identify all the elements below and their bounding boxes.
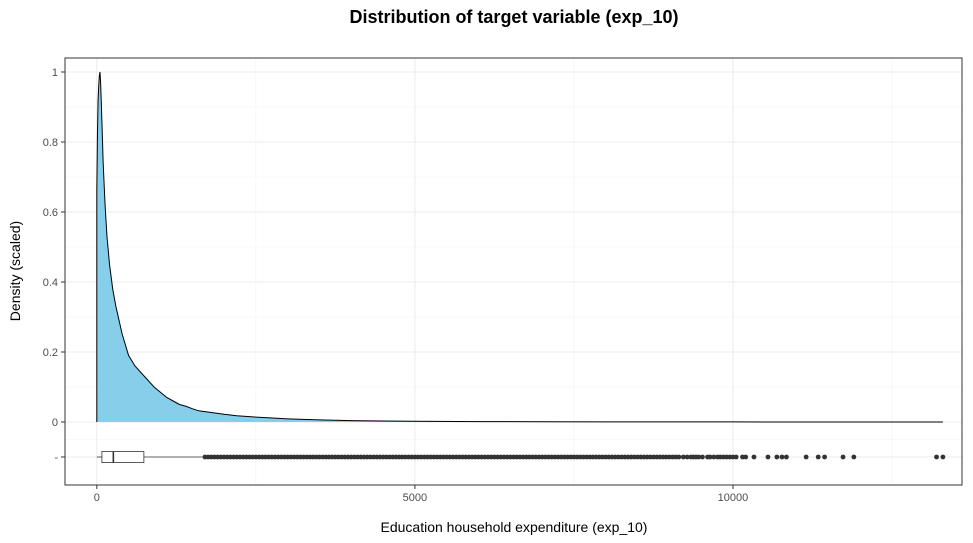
outlier-point xyxy=(774,454,780,460)
y-tick-label: 0.8 xyxy=(43,137,58,149)
y-tick-label: 0 xyxy=(52,417,58,429)
outlier-points xyxy=(202,454,946,460)
x-axis-ticks: 0 5000 10000 xyxy=(94,485,749,504)
outlier-point xyxy=(803,454,809,460)
outlier-point xyxy=(784,454,789,460)
outlier-point xyxy=(840,454,846,460)
y-tick-label: 0.2 xyxy=(43,347,58,359)
outlier-point xyxy=(822,454,827,460)
x-tick-label: 5000 xyxy=(403,492,427,504)
outlier-point xyxy=(696,454,702,460)
outlier-point xyxy=(743,454,749,460)
outlier-point xyxy=(684,454,690,460)
x-axis-title: Education household expenditure (exp_10) xyxy=(381,519,648,535)
outlier-point xyxy=(934,454,939,460)
y-tick-label: 0.4 xyxy=(43,277,58,289)
boxplot xyxy=(96,451,205,463)
chart-title: Distribution of target variable (exp_10) xyxy=(349,7,678,27)
outlier-point xyxy=(680,454,686,460)
y-tick-label: 0.6 xyxy=(43,207,58,219)
y-axis-title: Density (scaled) xyxy=(7,221,23,321)
density-area xyxy=(96,71,943,423)
outlier-point xyxy=(676,454,682,460)
y-axis-ticks: 1 0.8 0.6 0.4 0.2 0 - xyxy=(43,67,65,464)
outlier-point xyxy=(815,454,821,460)
y-tick-label: 1 xyxy=(52,67,58,79)
outlier-point xyxy=(851,454,857,460)
outlier-point xyxy=(940,454,946,460)
outlier-point xyxy=(779,454,785,460)
outlier-point xyxy=(765,454,771,460)
box-iqr xyxy=(101,451,145,463)
x-tick-label: 0 xyxy=(94,492,100,504)
outlier-point xyxy=(700,454,705,460)
outlier-point xyxy=(751,454,757,460)
panel-border xyxy=(64,57,963,486)
density-curve xyxy=(96,71,943,423)
y-tick-label: - xyxy=(54,452,58,464)
outlier-point xyxy=(733,454,739,460)
x-tick-label: 10000 xyxy=(718,492,749,504)
outlier-point xyxy=(711,454,717,460)
outlier-point xyxy=(707,454,713,460)
